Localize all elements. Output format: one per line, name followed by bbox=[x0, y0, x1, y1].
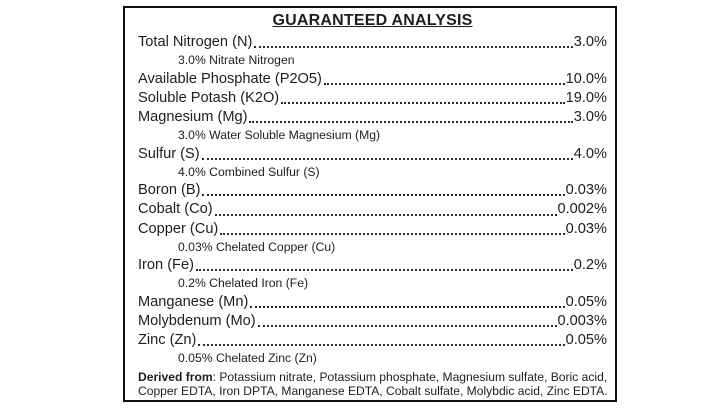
analysis-row: Copper (Cu) 0.03% bbox=[138, 220, 607, 239]
analysis-row: Zinc (Zn) 0.05% bbox=[138, 331, 607, 350]
nutrient-value: 3.0% bbox=[573, 109, 607, 126]
nutrient-value: 0.002% bbox=[557, 201, 608, 218]
nutrient-label: 0.2% Chelated Iron (Fe) bbox=[178, 276, 309, 291]
analysis-row: Magnesium (Mg) 3.0% bbox=[138, 108, 607, 127]
analysis-subrow: 3.0% Nitrate Nitrogen bbox=[138, 52, 607, 69]
nutrient-label: Soluble Potash (K2O) bbox=[138, 89, 280, 106]
derived-line-1: Derived from: Potassium nitrate, Potassi… bbox=[138, 369, 608, 385]
dot-leader bbox=[198, 344, 565, 347]
derived-from-block: Derived from: Potassium nitrate, Potassi… bbox=[138, 369, 608, 399]
analysis-rows: Total Nitrogen (N) 3.0% 3.0% Nitrate Nitro… bbox=[138, 33, 607, 368]
dot-leader bbox=[254, 46, 573, 49]
guaranteed-analysis-panel: GUARANTEED ANALYSIS Total Nitrogen (N) 3.… bbox=[123, 6, 617, 402]
analysis-row: Molybdenum (Mo) 0.003% bbox=[138, 312, 607, 331]
analysis-row: Sulfur (S) 4.0% bbox=[138, 145, 607, 164]
nutrient-label: Magnesium (Mg) bbox=[138, 109, 248, 126]
nutrient-value: 10.0% bbox=[565, 70, 607, 87]
derived-line-2: Copper EDTA, Iron DPTA, Manganese EDTA, … bbox=[138, 383, 608, 398]
analysis-subrow: 0.2% Chelated Iron (Fe) bbox=[138, 275, 607, 292]
analysis-row: Iron (Fe) 0.2% bbox=[138, 256, 607, 275]
nutrient-label: 4.0% Combined Sulfur (S) bbox=[178, 164, 320, 179]
analysis-subrow: 4.0% Combined Sulfur (S) bbox=[138, 164, 607, 181]
dot-leader bbox=[257, 325, 557, 328]
dot-leader bbox=[250, 306, 565, 309]
analysis-subrow: 0.05% Chelated Zinc (Zn) bbox=[138, 350, 607, 367]
nutrient-label: Cobalt (Co) bbox=[138, 201, 213, 218]
analysis-subrow: 0.03% Chelated Copper (Cu) bbox=[138, 239, 607, 256]
panel-title: GUARANTEED ANALYSIS bbox=[272, 12, 473, 29]
dot-leader bbox=[202, 194, 565, 197]
nutrient-value: 3.0% bbox=[573, 34, 607, 50]
nutrient-value: 4.0% bbox=[573, 145, 607, 162]
nutrient-label: Boron (B) bbox=[138, 182, 201, 199]
derived-from-lead: Derived from bbox=[138, 369, 213, 384]
nutrient-value: 0.03% bbox=[565, 182, 607, 199]
nutrient-value: 0.2% bbox=[573, 257, 607, 274]
nutrient-label: Manganese (Mn) bbox=[138, 293, 249, 310]
dot-leader bbox=[195, 269, 573, 272]
nutrient-label: Zinc (Zn) bbox=[138, 332, 197, 349]
nutrient-label: Sulfur (S) bbox=[138, 145, 200, 162]
analysis-row: Manganese (Mn) 0.05% bbox=[138, 293, 607, 312]
analysis-row: Cobalt (Co) 0.002% bbox=[138, 200, 607, 219]
nutrient-label: Iron (Fe) bbox=[138, 257, 194, 274]
analysis-subrow: 3.0% Water Soluble Magnesium (Mg) bbox=[138, 127, 607, 144]
derived-line1-text: : Potassium nitrate, Potassium phosphate… bbox=[212, 369, 608, 384]
nutrient-value: 19.0% bbox=[565, 89, 607, 106]
dot-leader bbox=[214, 213, 557, 216]
nutrient-label: 3.0% Water Soluble Magnesium (Mg) bbox=[178, 128, 381, 143]
nutrient-value: 0.05% bbox=[565, 332, 607, 349]
dot-leader bbox=[323, 82, 565, 85]
analysis-row: Boron (B) 0.03% bbox=[138, 181, 607, 200]
dot-leader bbox=[249, 121, 573, 124]
nutrient-label: 0.03% Chelated Copper (Cu) bbox=[178, 239, 336, 254]
nutrient-label: 3.0% Nitrate Nitrogen bbox=[178, 53, 295, 68]
dot-leader bbox=[220, 232, 565, 235]
analysis-row: Soluble Potash (K2O) 19.0% bbox=[138, 89, 607, 108]
nutrient-value: 0.03% bbox=[565, 220, 607, 237]
dot-leader bbox=[201, 157, 573, 160]
nutrient-label: Available Phosphate (P2O5) bbox=[138, 70, 322, 87]
analysis-row: Total Nitrogen (N) 3.0% bbox=[138, 33, 607, 52]
nutrient-label: Copper (Cu) bbox=[138, 220, 219, 237]
nutrient-value: 0.003% bbox=[557, 313, 608, 330]
nutrient-label: Molybdenum (Mo) bbox=[138, 313, 256, 330]
dot-leader bbox=[281, 102, 565, 105]
nutrient-value: 0.05% bbox=[565, 293, 607, 310]
nutrient-label: Total Nitrogen (N) bbox=[138, 34, 253, 50]
nutrient-label: 0.05% Chelated Zinc (Zn) bbox=[178, 351, 317, 366]
analysis-row: Available Phosphate (P2O5) 10.0% bbox=[138, 70, 607, 89]
